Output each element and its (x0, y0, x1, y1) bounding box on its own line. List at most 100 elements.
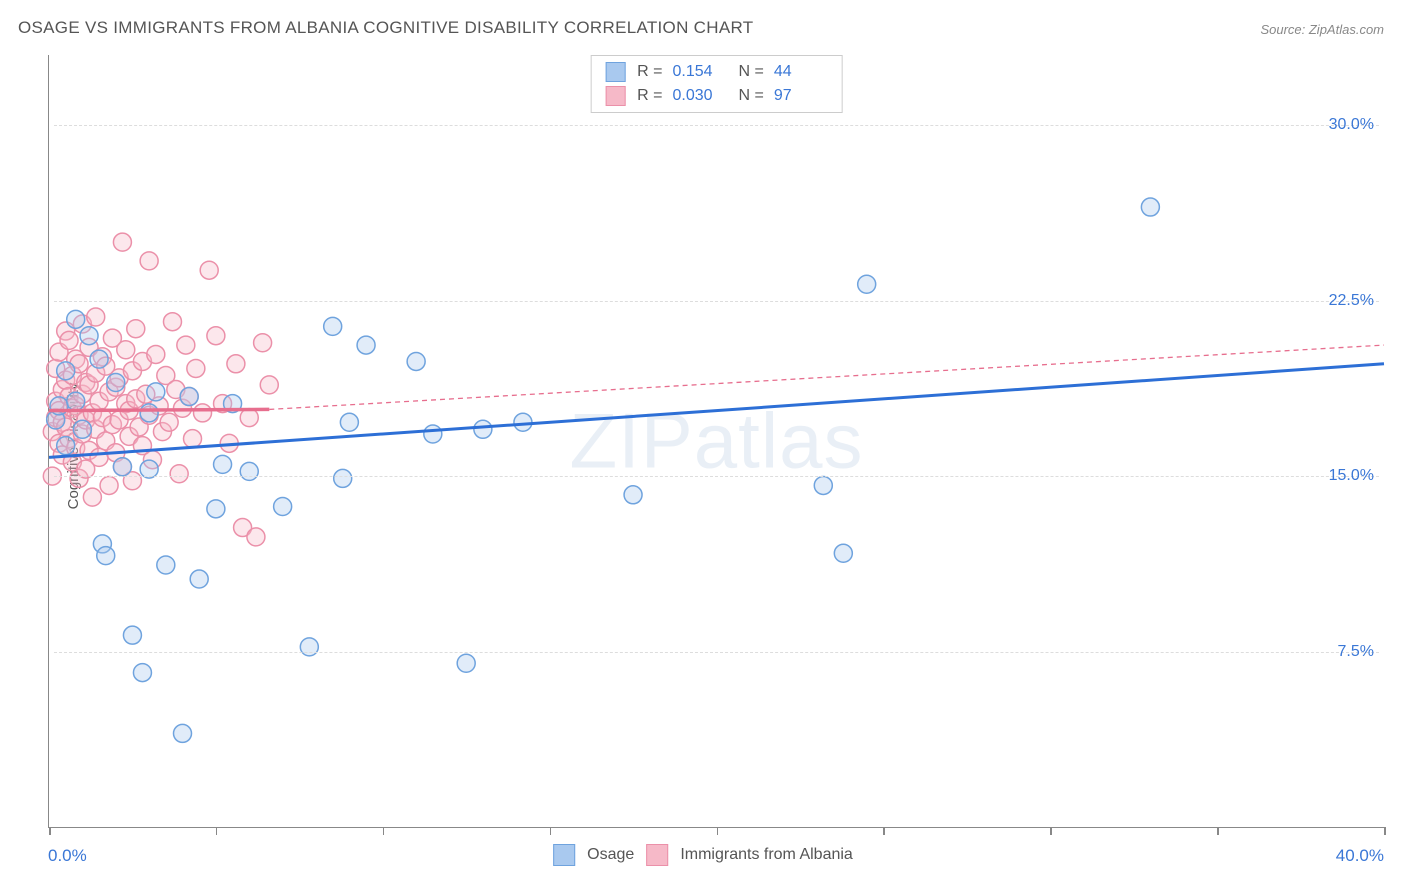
data-point (214, 455, 232, 473)
data-point (147, 345, 165, 363)
data-point (90, 448, 108, 466)
data-point (340, 413, 358, 431)
gridline (54, 125, 1379, 126)
legend-swatch-osage (605, 62, 625, 82)
source-attribution: Source: ZipAtlas.com (1260, 22, 1384, 37)
x-tick (717, 827, 719, 835)
data-point (97, 547, 115, 565)
n-label: N = (739, 87, 764, 105)
gridline (54, 476, 1379, 477)
data-point (67, 310, 85, 328)
x-tick (550, 827, 552, 835)
plot-area: ZIPatlas R = 0.154 N = 44 R = 0.030 N = … (48, 55, 1384, 828)
data-point (858, 275, 876, 293)
data-point (474, 420, 492, 438)
scatter-svg (49, 55, 1384, 827)
data-point (184, 430, 202, 448)
data-point (300, 638, 318, 656)
x-axis-max-label: 40.0% (1336, 846, 1384, 866)
r-value-albania: 0.030 (673, 87, 727, 105)
data-point (163, 313, 181, 331)
data-point (57, 362, 75, 380)
gridline (54, 652, 1379, 653)
n-value-albania: 97 (774, 87, 828, 105)
data-point (83, 488, 101, 506)
legend-row-osage: R = 0.154 N = 44 (605, 60, 828, 84)
data-point (113, 458, 131, 476)
data-point (180, 388, 198, 406)
legend-bottom-label-albania: Immigrants from Albania (680, 846, 853, 864)
data-point (107, 374, 125, 392)
data-point (624, 486, 642, 504)
data-point (60, 331, 78, 349)
data-point (177, 336, 195, 354)
y-tick-label: 30.0% (1329, 116, 1374, 134)
r-label: R = (637, 87, 662, 105)
y-tick-label: 22.5% (1329, 292, 1374, 310)
data-point (133, 664, 151, 682)
data-point (324, 317, 342, 335)
data-point (123, 626, 141, 644)
data-point (57, 437, 75, 455)
data-point (200, 261, 218, 279)
x-tick (383, 827, 385, 835)
series-legend: Osage Immigrants from Albania (553, 844, 853, 866)
data-point (117, 341, 135, 359)
x-axis-min-label: 0.0% (48, 846, 87, 866)
legend-row-albania: R = 0.030 N = 97 (605, 84, 828, 108)
data-point (1141, 198, 1159, 216)
n-value-osage: 44 (774, 63, 828, 81)
data-point (113, 233, 131, 251)
data-point (140, 252, 158, 270)
data-point (190, 570, 208, 588)
data-point (240, 462, 258, 480)
data-point (274, 498, 292, 516)
data-point (407, 352, 425, 370)
x-tick (883, 827, 885, 835)
data-point (174, 724, 192, 742)
y-tick-label: 7.5% (1338, 643, 1374, 661)
data-point (424, 425, 442, 443)
data-point (357, 336, 375, 354)
data-point (80, 327, 98, 345)
data-point (140, 404, 158, 422)
data-point (334, 469, 352, 487)
data-point (457, 654, 475, 672)
data-point (207, 500, 225, 518)
data-point (147, 383, 165, 401)
data-point (207, 327, 225, 345)
legend-swatch-albania (605, 86, 625, 106)
data-point (227, 355, 245, 373)
data-point (260, 376, 278, 394)
data-point (90, 350, 108, 368)
gridline (54, 301, 1379, 302)
correlation-legend: R = 0.154 N = 44 R = 0.030 N = 97 (590, 55, 843, 113)
data-point (87, 308, 105, 326)
data-point (814, 476, 832, 494)
legend-bottom-swatch-osage (553, 844, 575, 866)
n-label: N = (739, 63, 764, 81)
data-point (73, 420, 91, 438)
data-point (67, 392, 85, 410)
x-tick (49, 827, 51, 835)
data-point (194, 404, 212, 422)
trend-line (49, 409, 269, 410)
r-label: R = (637, 63, 662, 81)
r-value-osage: 0.154 (673, 63, 727, 81)
legend-bottom-swatch-albania (646, 844, 668, 866)
data-point (187, 359, 205, 377)
chart-title: OSAGE VS IMMIGRANTS FROM ALBANIA COGNITI… (18, 18, 753, 38)
x-tick (216, 827, 218, 835)
trend-line (269, 345, 1384, 409)
data-point (160, 413, 178, 431)
y-tick-label: 15.0% (1329, 467, 1374, 485)
data-point (247, 528, 265, 546)
x-tick (1384, 827, 1386, 835)
chart-container: OSAGE VS IMMIGRANTS FROM ALBANIA COGNITI… (0, 0, 1406, 892)
data-point (834, 544, 852, 562)
data-point (170, 465, 188, 483)
data-point (100, 476, 118, 494)
data-point (127, 320, 145, 338)
legend-bottom-label-osage: Osage (587, 846, 634, 864)
x-tick (1217, 827, 1219, 835)
